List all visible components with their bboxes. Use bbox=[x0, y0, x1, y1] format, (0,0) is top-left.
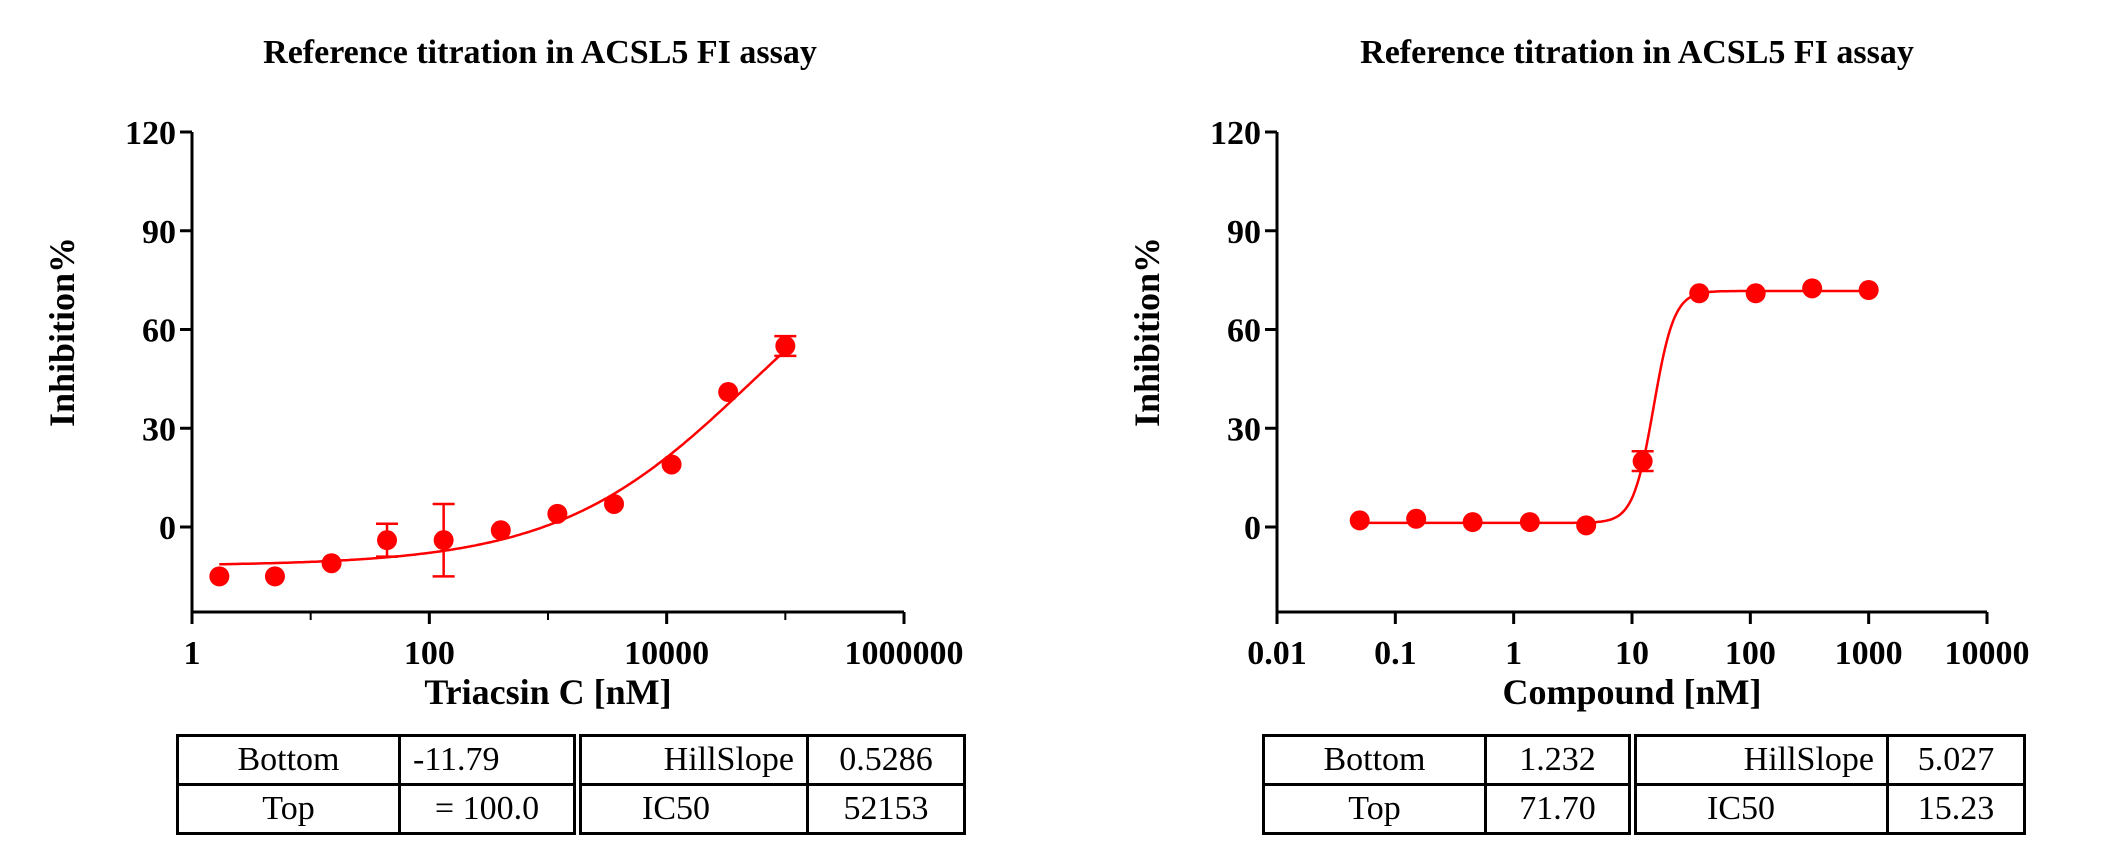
param-label-bottom: Bottom bbox=[176, 734, 401, 786]
data-point bbox=[264, 566, 285, 587]
y-tick-label: 90 bbox=[142, 214, 176, 251]
x-tick-label: 100 bbox=[1725, 635, 1776, 672]
y-tick-label: 30 bbox=[1227, 411, 1261, 448]
dose-response-plot: 0 30 60 90 120 0.01 0.1 1 10 100 1000 10000 Compound… bbox=[1127, 115, 2030, 712]
param-value-hillslope: 0.5286 bbox=[806, 734, 966, 786]
x-tick-label: 10000 bbox=[624, 635, 709, 672]
data-point bbox=[433, 530, 454, 551]
param-value-top: 71.70 bbox=[1484, 783, 1631, 835]
data-point bbox=[1632, 451, 1653, 472]
param-label-ic50: IC50 bbox=[579, 783, 809, 835]
param-label-hillslope: HillSlope bbox=[1634, 734, 1889, 786]
data-point bbox=[1802, 278, 1823, 299]
y-tick-label: 60 bbox=[1227, 313, 1261, 350]
y-tick-label: 0 bbox=[1244, 510, 1261, 547]
y-tick-label: 0 bbox=[159, 510, 176, 547]
data-point bbox=[661, 454, 682, 475]
y-tick-label: 120 bbox=[125, 115, 176, 152]
data-point bbox=[377, 530, 398, 551]
data-point bbox=[1858, 280, 1879, 300]
fit-parameters-table: Bottom 1.232 HillSlope 5.027 Top 71.70 I… bbox=[1262, 734, 2026, 835]
data-point bbox=[1689, 283, 1710, 304]
x-tick-label: 1 bbox=[184, 635, 201, 672]
param-label-top: Top bbox=[176, 783, 401, 835]
chart-title: Reference titration in ACSL5 FI assay bbox=[1360, 34, 1914, 71]
y-axis-label: Inhibition% bbox=[42, 237, 82, 427]
data-point bbox=[547, 503, 568, 524]
x-tick-label: 0.1 bbox=[1374, 635, 1417, 672]
y-axis-label: Inhibition% bbox=[1127, 237, 1167, 427]
y-tick-label: 60 bbox=[142, 313, 176, 350]
param-value-ic50: 52153 bbox=[806, 783, 966, 835]
y-tick-label: 30 bbox=[142, 411, 176, 448]
data-point bbox=[718, 382, 739, 403]
data-point bbox=[604, 493, 625, 514]
x-tick-label: 1000 bbox=[1835, 635, 1903, 672]
param-value-bottom: -11.79 bbox=[398, 734, 576, 786]
param-label-bottom: Bottom bbox=[1262, 734, 1487, 786]
data-point bbox=[1519, 512, 1540, 533]
param-value-bottom: 1.232 bbox=[1484, 734, 1631, 786]
fit-parameters-table: Bottom -11.79 HillSlope 0.5286 Top = 100… bbox=[176, 734, 966, 835]
x-axis-label: Compound [nM] bbox=[1502, 672, 1761, 712]
data-point bbox=[1576, 515, 1597, 536]
param-value-ic50: 15.23 bbox=[1886, 783, 2026, 835]
param-label-ic50: IC50 bbox=[1634, 783, 1889, 835]
chart-title: Reference titration in ACSL5 FI assay bbox=[263, 34, 817, 71]
param-label-top: Top bbox=[1262, 783, 1487, 835]
y-tick-label: 120 bbox=[1210, 115, 1261, 152]
data-point bbox=[1745, 283, 1766, 304]
data-point bbox=[1406, 508, 1427, 529]
dose-response-plot: 0 30 60 90 120 1 100 10000 1000000 Triacsin C [nM… bbox=[42, 115, 964, 712]
x-tick-label: 10 bbox=[1615, 635, 1649, 672]
param-label-hillslope: HillSlope bbox=[579, 734, 809, 786]
x-tick-label: 1 bbox=[1505, 635, 1522, 672]
data-point bbox=[775, 335, 796, 356]
x-axis-label: Triacsin C [nM] bbox=[424, 672, 671, 712]
data-point bbox=[1349, 510, 1370, 531]
x-tick-label: 0.01 bbox=[1247, 635, 1307, 672]
fit-curve bbox=[1359, 289, 1869, 525]
param-value-top: = 100.0 bbox=[398, 783, 576, 835]
x-tick-label: 100 bbox=[404, 635, 455, 672]
x-tick-label: 10000 bbox=[1945, 635, 2030, 672]
param-value-hillslope: 5.027 bbox=[1886, 734, 2026, 786]
chart-panel-left: Reference titration in ACSL5 FI assay 0 3… bbox=[42, 34, 966, 835]
chart-panel-right: Reference titration in ACSL5 FI assay 0 3… bbox=[1097, 0, 2102, 852]
data-point bbox=[209, 566, 230, 587]
y-tick-label: 90 bbox=[1227, 214, 1261, 251]
data-point bbox=[321, 553, 342, 574]
data-point bbox=[490, 520, 511, 541]
x-tick-label: 1000000 bbox=[845, 635, 964, 672]
data-point bbox=[1462, 512, 1483, 533]
